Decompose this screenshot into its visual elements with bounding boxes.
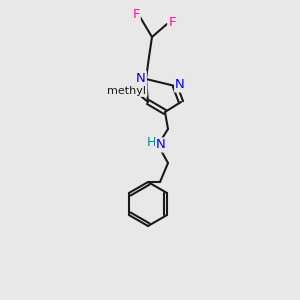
Text: methyl: methyl	[107, 86, 146, 96]
Text: N: N	[136, 71, 146, 85]
Text: F: F	[132, 8, 140, 22]
Text: N: N	[175, 79, 185, 92]
Text: H: H	[146, 136, 156, 149]
Text: F: F	[168, 16, 176, 28]
Text: N: N	[156, 139, 166, 152]
